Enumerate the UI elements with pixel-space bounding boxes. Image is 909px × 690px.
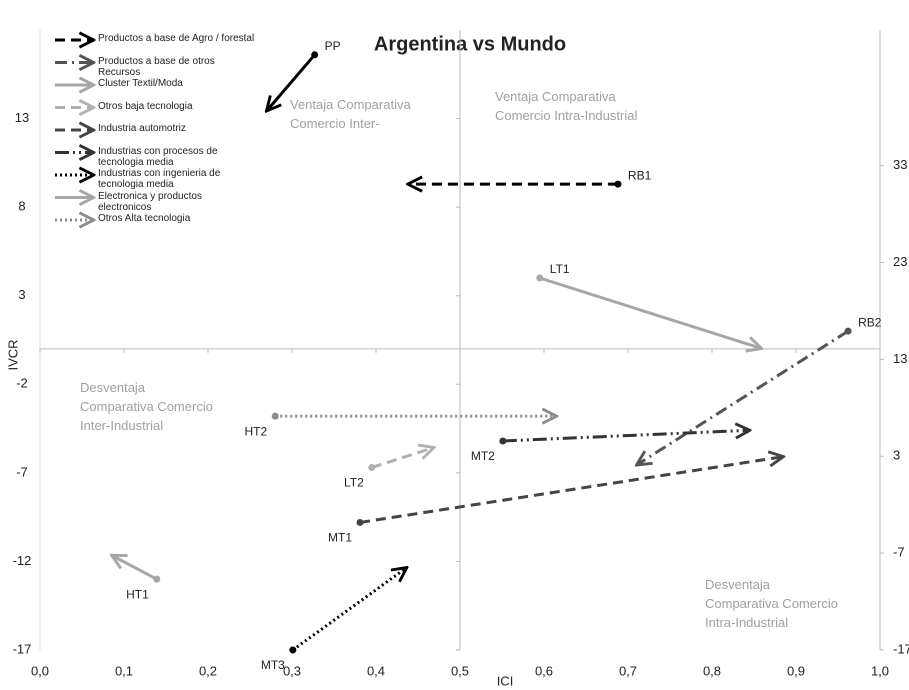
start-point xyxy=(153,575,161,583)
legend-text: Industria automotriz xyxy=(98,123,186,134)
y-tick-label: 8 xyxy=(18,199,25,214)
y-tick-label: 3 xyxy=(18,287,25,302)
start-point xyxy=(614,180,622,188)
start-point xyxy=(499,437,507,445)
x-tick-label: 0,4 xyxy=(367,663,385,678)
start-point xyxy=(271,412,279,420)
point-label: RB1 xyxy=(628,168,652,182)
legend-text: Industrias con procesos de tecnologia me… xyxy=(98,145,218,168)
legend-entry: Otros Alta tecnologia xyxy=(98,213,191,224)
y-tick-label: -7 xyxy=(16,464,28,479)
legend-entry: Otros baja tecnologia xyxy=(98,100,193,112)
y-tick-label: -12 xyxy=(13,553,32,568)
legend-entry: Industria automotriz xyxy=(98,123,186,134)
x-tick-label: 0,3 xyxy=(283,663,301,678)
x-tick-label: 0,6 xyxy=(535,663,553,678)
start-point xyxy=(536,274,544,282)
legend-entry: Industrias con procesos de tecnologia me… xyxy=(98,145,218,168)
x-tick-label: 0,5 xyxy=(451,663,469,678)
point-label: MT3 xyxy=(261,658,285,672)
x-tick-label: 0,1 xyxy=(115,663,133,678)
quadrant-label: Desventaja Comparativa Comercio Inter-In… xyxy=(80,380,213,433)
quadrant-label: Desventaja Comparativa Comercio Intra-In… xyxy=(705,577,838,630)
x-tick-label: 0,9 xyxy=(787,663,805,678)
x-tick-label: 0,8 xyxy=(703,663,721,678)
y-tick-label: -2 xyxy=(16,376,28,391)
point-label: PP xyxy=(325,39,341,53)
start-point xyxy=(356,518,364,526)
y2-tick-label: 33 xyxy=(893,157,907,172)
legend-entry: Industrias con ingenieria de tecnologia … xyxy=(98,168,221,190)
y-tick-label: 13 xyxy=(15,110,29,125)
start-point xyxy=(289,646,297,654)
y2-tick-label: -7 xyxy=(893,545,905,560)
arrow xyxy=(113,556,158,581)
start-point xyxy=(368,464,376,472)
arrow xyxy=(502,430,748,443)
arrow xyxy=(291,569,406,652)
point-label: MT1 xyxy=(328,531,352,545)
x-tick-label: 0,7 xyxy=(619,663,637,678)
arrow xyxy=(371,448,432,469)
legend-entry: Cluster Textil/Moda xyxy=(98,78,183,89)
arrow xyxy=(268,53,316,110)
point-label: HT2 xyxy=(245,424,268,438)
quadrant-label: Ventaja Comparativa Comercio Intra-Indus… xyxy=(495,89,638,123)
quadrant-label: Ventaja Comparativa Comercio Inter- xyxy=(290,97,411,131)
legend-text: Otros baja tecnologia xyxy=(98,100,193,112)
y2-tick-label: 13 xyxy=(893,351,907,366)
quadrant-text: Desventaja Comparativa Comercio Intra-In… xyxy=(705,577,838,630)
arrow xyxy=(638,329,849,464)
legend-text: Productos a base de otros Recursos xyxy=(98,55,215,78)
point-label: MT2 xyxy=(471,449,495,463)
quadrant-text: Desventaja Comparativa Comercio Inter-In… xyxy=(80,380,213,433)
y2-tick-label: -17 xyxy=(893,641,909,656)
arrow xyxy=(539,276,760,348)
arrow xyxy=(359,457,782,524)
legend-entry: Productos a base de Agro / forestal xyxy=(98,33,255,44)
legend-entry: Electronica y productos electronicos xyxy=(98,190,202,213)
legend-entry: Productos a base de otros Recursos xyxy=(98,55,215,78)
y2-tick-label: 3 xyxy=(893,448,900,463)
chart-title: Argentina vs Mundo xyxy=(374,33,566,55)
start-point xyxy=(311,51,319,59)
legend-text: Electronica y productos electronicos xyxy=(98,190,202,213)
x-tick-label: 0,0 xyxy=(31,663,49,678)
legend-text: Productos a base de Agro / forestal xyxy=(98,33,255,44)
y2-tick-label: 23 xyxy=(893,254,907,269)
point-label: LT1 xyxy=(550,262,570,276)
x-tick-label: 1,0 xyxy=(871,663,889,678)
quadrant-text: Ventaja Comparativa Comercio Intra-Indus… xyxy=(495,89,638,123)
x-tick-label: 0,2 xyxy=(199,663,217,678)
point-label: HT1 xyxy=(126,587,149,601)
y-axis-label: IVCR xyxy=(5,339,20,370)
y-tick-label: -17 xyxy=(13,641,32,656)
legend-text: Industrias con ingenieria de tecnologia … xyxy=(98,168,221,190)
point-label: RB2 xyxy=(858,315,882,329)
point-label: LT2 xyxy=(344,476,364,490)
x-axis-label: ICI xyxy=(497,673,514,688)
legend-text: Cluster Textil/Moda xyxy=(98,78,183,89)
quadrant-text: Ventaja Comparativa Comercio Inter- xyxy=(290,97,411,131)
legend-text: Otros Alta tecnologia xyxy=(98,213,191,224)
start-point xyxy=(844,327,852,335)
